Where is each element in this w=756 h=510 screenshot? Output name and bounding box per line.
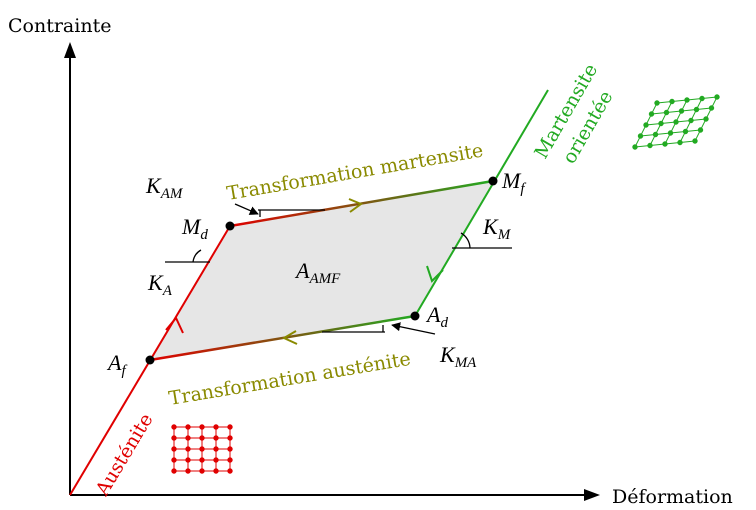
point-label: Mf (501, 168, 526, 197)
lattice-node (227, 435, 233, 441)
martensite-line (414, 89, 549, 317)
label-main: K (147, 270, 164, 295)
x-arrow (584, 489, 600, 501)
lattice-node (688, 117, 694, 124)
lattice-node (185, 424, 191, 430)
lattice-node (693, 106, 700, 113)
point-label: Md (181, 214, 208, 243)
lattice-node (227, 424, 233, 430)
modulus-label: KA (147, 270, 173, 299)
lattice-node (669, 98, 675, 105)
label-sub: d (440, 315, 448, 331)
lattice-node (662, 141, 668, 147)
label-sub: f (520, 181, 526, 197)
label-sub: f (121, 363, 127, 379)
label-main: M (501, 168, 522, 193)
label-sub: A (162, 283, 173, 299)
lattice-node (199, 457, 205, 463)
points (145, 176, 498, 365)
label-sub: M (497, 227, 512, 243)
lattice-node (227, 468, 233, 474)
lattice-node (171, 446, 177, 452)
label-sub: AM (160, 186, 184, 202)
lattice-node (199, 435, 205, 441)
lattice-node (227, 457, 233, 463)
lattice-node (708, 105, 715, 111)
lattice-node (678, 108, 685, 114)
phase-label: Austénite (91, 410, 158, 501)
y-arrow (64, 42, 76, 58)
lattice-node (647, 142, 653, 149)
lattice-node (643, 122, 649, 128)
modulus-label: KAM (145, 173, 184, 202)
lattice-node (171, 468, 177, 474)
lattice-node (227, 446, 233, 452)
label-main: A (425, 302, 441, 327)
lattice-node (185, 468, 191, 474)
direction-arrow (348, 198, 364, 213)
label-main: M (181, 214, 202, 239)
lattice-node (171, 435, 177, 441)
modulus-label: KM (482, 214, 512, 243)
lattice-node (213, 468, 219, 474)
lattice-node (185, 446, 191, 452)
lattice-node (185, 435, 191, 441)
lattice-node (667, 130, 674, 136)
lattice-node (684, 97, 690, 103)
label-main: K (482, 214, 499, 239)
label-main: A (106, 350, 122, 375)
transformation-label: Transformation austénite (167, 348, 412, 410)
lattice-node (637, 133, 644, 139)
lattice-node (697, 127, 704, 133)
martensite-lattice (632, 94, 720, 150)
lattice-node (199, 468, 205, 474)
slope-markers (165, 203, 512, 335)
lattice-node (213, 457, 219, 463)
label-sub: d (200, 227, 208, 243)
lattice-node (682, 128, 689, 135)
label-sub: AMF (308, 271, 341, 287)
area-label: AAMF (294, 258, 341, 287)
direction-arrow (165, 316, 184, 334)
lattice-node (199, 424, 205, 430)
lattice-node (714, 94, 720, 100)
lattice-node (213, 446, 219, 452)
lattice-node (703, 116, 709, 122)
x-label: Déformation (612, 486, 733, 508)
lattice-node (213, 424, 219, 430)
lattice-node (677, 139, 683, 146)
lattice-node (171, 457, 177, 463)
lattice-node (673, 119, 679, 125)
lattice-node (654, 100, 660, 106)
austenite-lattice (171, 424, 233, 474)
label-main: K (439, 342, 456, 367)
lattice-node (692, 138, 698, 144)
lattice-node (652, 131, 659, 138)
label-main: A (294, 258, 310, 283)
lattice-node (648, 111, 655, 117)
lattice-node (185, 457, 191, 463)
point-label: Ad (425, 302, 448, 331)
label-main: K (145, 173, 162, 198)
lattice-node (663, 109, 670, 116)
modulus-label: KMA (439, 342, 477, 371)
direction-arrow (281, 330, 298, 345)
lattice-node (199, 446, 205, 452)
lattice-node (699, 95, 705, 102)
y-label: Contrainte (8, 15, 111, 37)
lattice-node (171, 424, 177, 430)
label-sub: MA (454, 355, 477, 371)
lattice-node (632, 144, 638, 150)
lattice-node (658, 120, 664, 127)
direction-arrow (426, 265, 444, 283)
lattice-node (213, 435, 219, 441)
point-label: Af (106, 350, 127, 379)
